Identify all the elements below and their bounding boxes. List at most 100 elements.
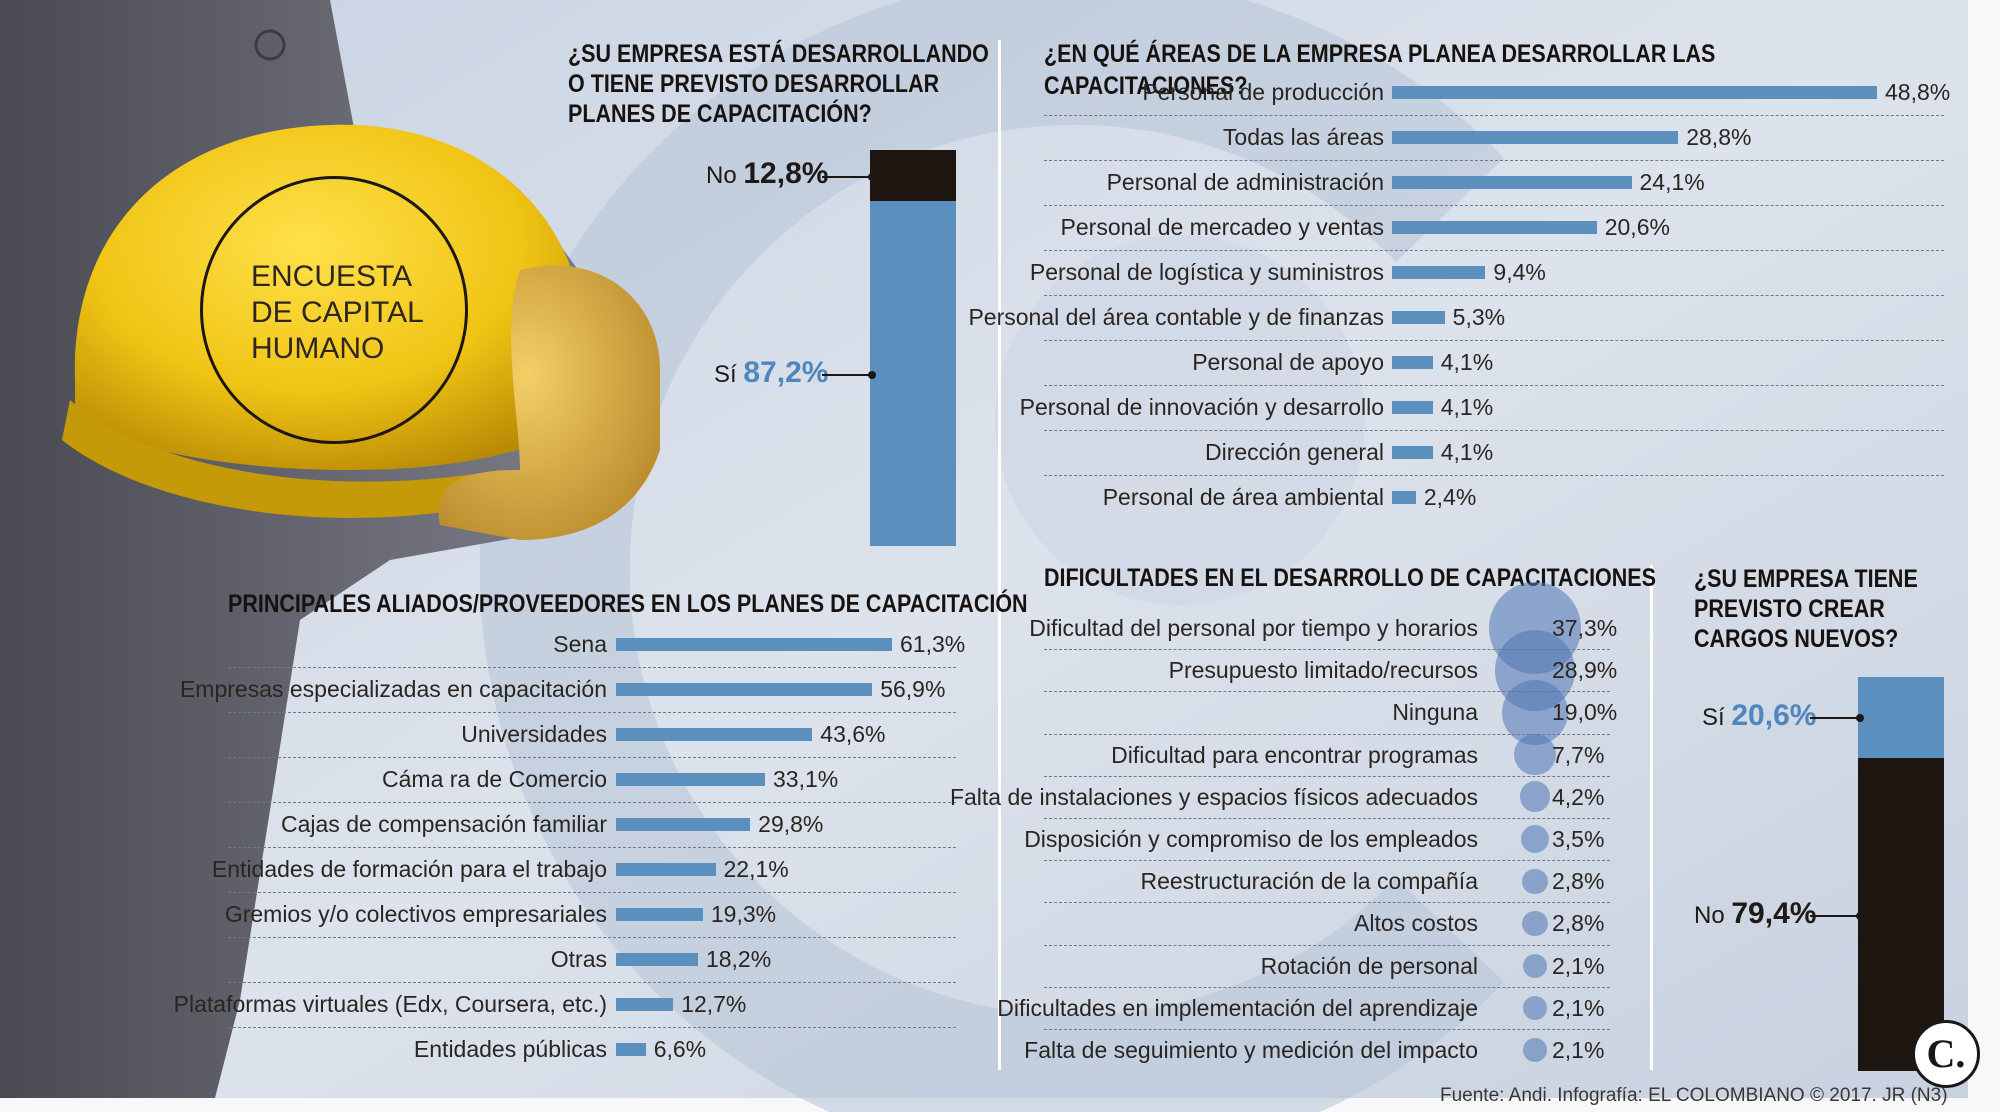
difficulties-value-label: 28,9% (1552, 657, 1618, 684)
difficulties-value-label: 3,5% (1552, 826, 1605, 852)
roles-no-text: No (1694, 902, 1725, 929)
difficulties-row-divider (1044, 986, 1610, 988)
difficulties-row-label: Reestructuración de la compañía (1140, 868, 1478, 895)
allies-value-label: 29,8% (758, 811, 824, 837)
areas-bar (1392, 176, 1632, 189)
allies-value-label: 18,2% (705, 946, 772, 972)
roles-segment-si (1858, 677, 1944, 759)
allies-bar (616, 1043, 646, 1056)
allies-row-label: Sena (553, 631, 607, 657)
difficulties-value-label: 19,0% (1552, 699, 1618, 726)
allies-row-label: Plataformas virtuales (Edx, Coursera, et… (173, 991, 607, 1017)
roles-question-title-1: ¿SU EMPRESA TIENE (1694, 565, 1918, 593)
plans-no-leader (822, 173, 876, 181)
allies-row-divider (228, 891, 956, 893)
allies-value-label: 33,1% (773, 766, 839, 792)
allies-row-label: Empresas especializadas en capacitación (179, 676, 607, 702)
areas-row-divider (1044, 249, 1944, 251)
plans-question-title-2: O TIENE PREVISTO DESARROLLAR (568, 70, 940, 98)
roles-si-label: Sí 20,6% (1702, 701, 1816, 733)
areas-bar (1392, 311, 1445, 324)
areas-value-label: 24,1% (1639, 169, 1705, 195)
plans-no-value: 12,8% (743, 157, 829, 190)
allies-row-label: Universidades (461, 721, 607, 747)
glove (438, 265, 660, 540)
areas-row-label: Personal de logística y suministros (1029, 259, 1384, 285)
difficulties-bubble (1519, 781, 1551, 813)
difficulties-row-divider (1044, 1028, 1610, 1030)
difficulties-value-label: 2,1% (1552, 994, 1605, 1021)
plans-no-label: No 12,8% (706, 159, 828, 191)
difficulties-row-label: Dificultad para encontrar programas (1111, 741, 1478, 768)
areas-bar (1392, 131, 1679, 144)
areas-row-divider (1044, 114, 1944, 116)
plans-si-value: 87,2% (743, 356, 829, 389)
allies-row-label: Otras (550, 946, 607, 972)
difficulties-row-label: Ninguna (1392, 699, 1478, 726)
roles-no-label: No 79,4% (1694, 899, 1816, 931)
plans-si-leader (822, 371, 876, 379)
difficulties-row-label: Rotación de personal (1260, 952, 1478, 979)
allies-value-label: 12,7% (681, 991, 747, 1017)
areas-value-label: 4,1% (1440, 349, 1494, 375)
areas-row-label: Personal de innovación y desarrollo (1019, 394, 1384, 420)
difficulties-value-label: 37,3% (1552, 615, 1618, 641)
allies-bar (616, 863, 716, 876)
areas-value-label: 28,8% (1686, 124, 1752, 150)
difficulties-bubble (1520, 824, 1550, 854)
difficulties-row-divider (1044, 775, 1610, 777)
areas-row-divider (1044, 159, 1944, 161)
difficulties-value-label: 2,1% (1552, 952, 1605, 979)
allies-value-label: 6,6% (653, 1036, 707, 1062)
allies-chart-title: PRINCIPALES ALIADOS/PROVEEDORES EN LOS P… (228, 590, 1028, 618)
helmet-badge: ENCUESTA DE CAPITAL HUMANO (200, 176, 468, 444)
difficulties-row-divider (1044, 817, 1610, 819)
allies-bar (616, 683, 873, 696)
allies-row-label: Gremios y/o colectivos empresariales (224, 901, 607, 927)
plans-segment-si (870, 200, 956, 546)
difficulties-row-divider (1044, 860, 1610, 862)
difficulties-value-label: 4,2% (1552, 783, 1605, 810)
areas-row-label: Personal de apoyo (1192, 349, 1384, 375)
difficulties-row-divider (1044, 902, 1610, 904)
areas-value-label: 20,6% (1604, 214, 1670, 240)
areas-bar (1392, 221, 1597, 234)
allies-row-divider (228, 846, 956, 848)
plans-no-text: No (706, 162, 737, 189)
allies-value-label: 61,3% (900, 631, 966, 657)
roles-question-title-2: PREVISTO CREAR (1694, 595, 1885, 623)
difficulties-row-label: Presupuesto limitado/recursos (1168, 657, 1478, 684)
areas-row-divider (1044, 429, 1944, 431)
allies-row-divider (228, 936, 956, 938)
difficulties-row-divider (1044, 691, 1610, 693)
difficulties-bubble (1522, 910, 1548, 936)
plans-si-label: Sí 87,2% (714, 358, 828, 390)
allies-bar (616, 998, 674, 1011)
allies-bar (616, 728, 813, 741)
badge-line-3: HUMANO (251, 332, 385, 365)
areas-value-label: 5,3% (1452, 304, 1506, 330)
difficulties-value-label: 7,7% (1552, 741, 1605, 768)
difficulties-row-label: Dificultad del personal por tiempo y hor… (1029, 615, 1478, 641)
allies-row-label: Entidades de formación para el trabajo (211, 856, 607, 882)
difficulties-row-divider (1044, 733, 1610, 735)
difficulties-row-divider (1044, 649, 1610, 651)
allies-row-divider (228, 711, 956, 713)
areas-row-label: Personal de área ambiental (1102, 484, 1384, 510)
allies-row-divider (228, 756, 956, 758)
difficulties-bubble (1522, 868, 1548, 894)
plans-question-title-1: ¿SU EMPRESA ESTÁ DESARROLLANDO (568, 40, 989, 68)
areas-chart-title: ¿EN QUÉ ÁREAS DE LA EMPRESA PLANEA DESAR… (1044, 40, 1716, 100)
roles-stacked-bar (1858, 677, 1944, 1071)
allies-bar (616, 638, 892, 651)
areas-row-divider (1044, 474, 1944, 476)
areas-bar (1392, 266, 1486, 279)
allies-value-label: 19,3% (710, 901, 777, 927)
difficulties-row-divider (1044, 944, 1610, 946)
allies-value-label: 43,6% (820, 721, 886, 747)
allies-value-label: 56,9% (880, 676, 946, 702)
badge-line-2: DE CAPITAL (251, 296, 424, 329)
areas-row-label: Personal de producción (1142, 79, 1384, 105)
areas-bar (1392, 356, 1433, 369)
